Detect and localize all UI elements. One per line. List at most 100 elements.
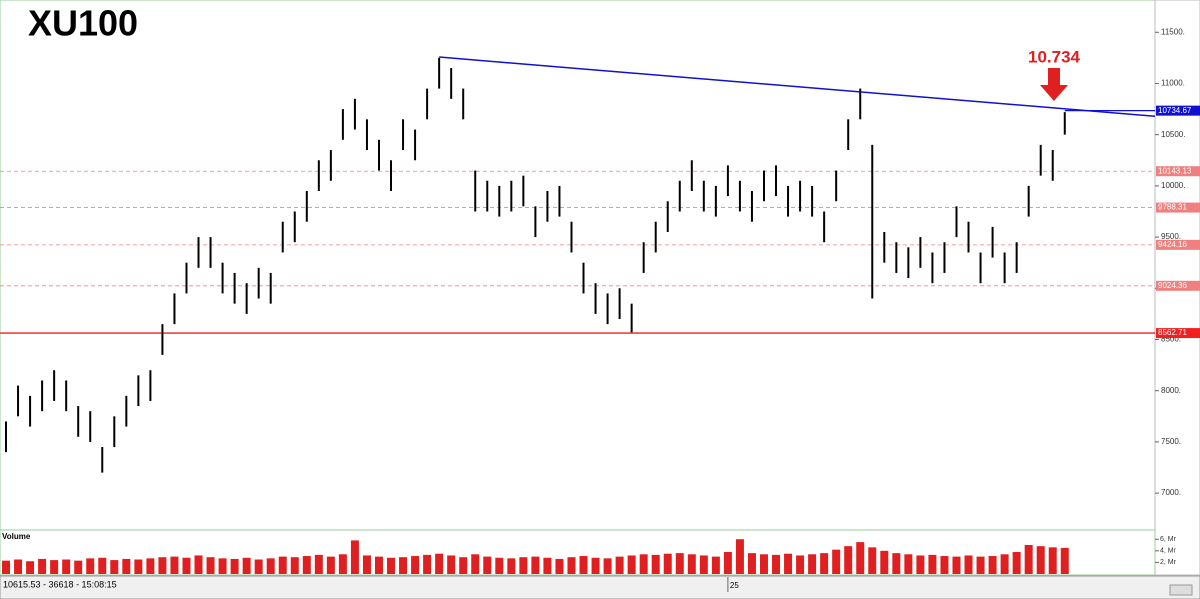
volume-bar — [218, 558, 227, 574]
y-tick-label: 7000. — [1161, 488, 1181, 497]
volume-bar — [158, 557, 167, 574]
volume-bar — [447, 555, 456, 574]
volume-bar — [507, 558, 516, 574]
volume-bar — [964, 555, 973, 574]
volume-bar — [892, 553, 901, 574]
volume-bar — [531, 556, 540, 574]
volume-bar — [242, 557, 251, 574]
volume-bar — [579, 556, 588, 574]
level-label-box — [1156, 202, 1200, 213]
volume-bar — [976, 556, 985, 574]
volume-bar — [952, 556, 961, 574]
y-tick-label: 11000. — [1161, 79, 1185, 88]
volume-bar — [844, 546, 853, 574]
volume-bar — [772, 554, 781, 574]
volume-bar — [651, 554, 660, 574]
volume-bar — [759, 554, 768, 574]
volume-bar — [423, 554, 432, 574]
volume-bar — [711, 556, 720, 574]
volume-bar — [26, 561, 35, 574]
volume-bar — [459, 557, 468, 574]
volume-bar — [2, 560, 11, 574]
volume-bar — [86, 558, 95, 574]
level-label: 10734.67 — [1158, 106, 1192, 115]
volume-bar — [302, 556, 311, 574]
volume-bar — [122, 558, 131, 574]
volume-bar — [687, 554, 696, 574]
level-label: 10143.13 — [1158, 166, 1192, 175]
volume-bar — [856, 542, 865, 574]
level-label-box — [1156, 166, 1200, 177]
volume-bar — [820, 553, 829, 574]
level-label: 9424.16 — [1158, 240, 1187, 249]
volume-bar — [314, 554, 323, 574]
volume-bar — [50, 560, 59, 574]
volume-bar — [916, 555, 925, 574]
volume-bar — [206, 557, 215, 574]
volume-bar — [362, 555, 371, 574]
volume-tick-label: 4, Mr — [1160, 548, 1177, 555]
volume-bar — [182, 557, 191, 574]
y-tick-label: 9500. — [1161, 232, 1181, 241]
volume-bar — [483, 556, 492, 574]
volume-bar — [411, 556, 420, 574]
status-text: 10615.53 - 36618 - 15:08:15 — [3, 579, 117, 589]
volume-bar — [519, 557, 528, 574]
y-tick-label: 8000. — [1161, 386, 1181, 395]
volume-bar — [796, 555, 805, 574]
volume-bar — [928, 554, 937, 574]
y-tick-label: 7500. — [1161, 437, 1181, 446]
volume-bar — [38, 558, 47, 574]
volume-bar — [904, 554, 913, 574]
volume-bar — [543, 557, 552, 574]
volume-bar — [988, 556, 997, 574]
y-tick-label: 10500. — [1161, 130, 1185, 139]
volume-bar — [880, 550, 889, 574]
y-tick-label: 10000. — [1161, 181, 1185, 190]
volume-bar — [627, 555, 636, 574]
volume-bar — [338, 554, 347, 574]
volume-bar — [495, 557, 504, 574]
level-label-box — [1156, 105, 1200, 116]
volume-bar — [699, 555, 708, 574]
volume-bar — [146, 558, 155, 574]
volume-bar — [98, 557, 107, 574]
volume-tick-label: 2, Mr — [1160, 559, 1177, 566]
volume-bar — [170, 556, 179, 574]
volume-bar — [350, 540, 359, 574]
chart-title: XU100 — [28, 3, 138, 44]
volume-panel — [0, 529, 1156, 576]
volume-bar — [784, 553, 793, 574]
volume-bar — [735, 539, 744, 574]
volume-bar — [663, 553, 672, 574]
level-label: 9788.31 — [1158, 203, 1187, 212]
volume-bar — [110, 560, 119, 574]
volume-bar — [868, 547, 877, 574]
volume-tick-label: 6, Mr — [1160, 536, 1177, 543]
scroll-button[interactable] — [1169, 584, 1193, 596]
volume-bar — [326, 556, 335, 574]
level-label: 9024.36 — [1158, 281, 1187, 290]
volume-bar — [374, 556, 383, 574]
volume-bar — [603, 558, 612, 574]
volume-bar — [266, 558, 275, 574]
volume-bar — [62, 559, 71, 574]
volume-bar — [14, 559, 23, 574]
annotation-arrow — [1040, 68, 1068, 101]
volume-bar — [808, 554, 817, 574]
volume-bar — [399, 557, 408, 574]
annotation: 10.734 — [1028, 47, 1081, 66]
volume-bar — [194, 555, 203, 574]
volume-bar — [254, 559, 263, 574]
volume-bar — [555, 558, 564, 574]
volume-bar — [1012, 551, 1021, 574]
volume-bar — [1060, 547, 1069, 574]
volume-bar — [230, 558, 239, 574]
level-label: 8562.71 — [1158, 328, 1187, 337]
volume-bar — [435, 553, 444, 574]
volume-bar — [747, 553, 756, 574]
volume-bar — [591, 557, 600, 574]
level-label-box — [1156, 239, 1200, 250]
